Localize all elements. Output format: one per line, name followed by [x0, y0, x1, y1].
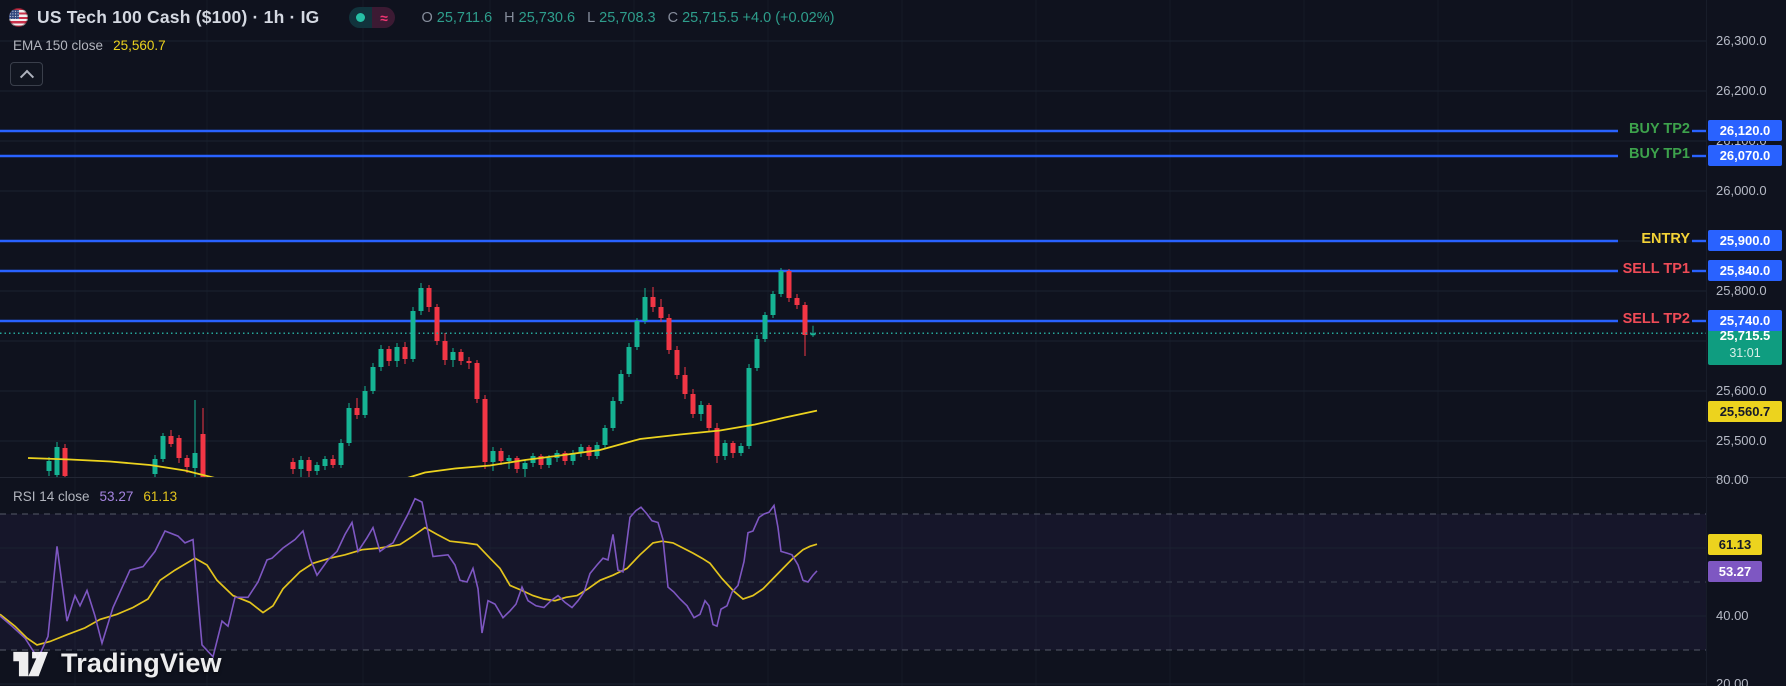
price-line-label-sell-tp2[interactable]: SELL TP2 — [1622, 311, 1690, 327]
us-flag-icon — [9, 8, 28, 27]
open-label: O — [421, 9, 433, 26]
open-value: 25,711.6 — [436, 9, 493, 26]
rsi-badge-value: 53.27 — [1718, 563, 1752, 579]
close-value: 25,715.5 — [682, 9, 739, 26]
change-value: +4.0 (+0.02%) — [742, 9, 835, 26]
ema-price-badge: 25,560.7 — [1708, 400, 1782, 422]
rsi-label: RSI 14 close — [13, 489, 90, 504]
status-approx-segment: ≈ — [372, 7, 396, 28]
market-open-dot-icon — [356, 13, 366, 22]
rsi-axis-label: 80.00 — [1716, 472, 1749, 487]
ema-label: EMA 150 close — [13, 38, 104, 53]
rsi-ma-value: 61.13 — [143, 489, 178, 504]
axis-separator — [1706, 0, 1707, 686]
price-axis-label: 25,800.0 — [1716, 283, 1767, 298]
tradingview-watermark: TradingView — [12, 648, 222, 679]
price-line-label-entry[interactable]: ENTRY — [1641, 231, 1690, 247]
ema-indicator-row[interactable]: EMA 150 close 25,560.7 — [13, 38, 166, 53]
high-label: H — [504, 9, 515, 26]
low-label: L — [587, 9, 596, 26]
ema-value: 25,560.7 — [113, 38, 166, 53]
rsi-ma-badge: 61.13 — [1708, 534, 1762, 556]
approx-icon: ≈ — [380, 9, 388, 26]
price-line-badge-buy-tp1: 26,070.0 — [1708, 145, 1782, 166]
price-axis-label: 26,200.0 — [1716, 83, 1767, 98]
price-axis-label: 26,300.0 — [1716, 33, 1767, 48]
price-line-badge-buy-tp2: 26,120.0 — [1708, 120, 1782, 141]
symbol-header: US Tech 100 Cash ($100) · 1h · IG ≈ O 25,… — [9, 7, 834, 28]
rsi-axis-label: 40.00 — [1716, 608, 1749, 623]
rsi-ma-badge-value: 61.13 — [1718, 537, 1752, 553]
symbol-title[interactable]: US Tech 100 Cash ($100) · 1h · IG — [37, 7, 320, 27]
rsi-value-badge: 53.27 — [1708, 560, 1762, 582]
low-value: 25,708.3 — [599, 9, 656, 26]
bar-countdown: 31:01 — [1729, 345, 1761, 360]
close-label: C — [667, 9, 679, 26]
current-price-value: 25,715.5 — [1719, 328, 1771, 344]
status-dot-segment — [349, 7, 373, 28]
price-line-label-buy-tp2[interactable]: BUY TP2 — [1629, 121, 1690, 137]
price-line-badge-entry: 25,900.0 — [1708, 230, 1782, 251]
price-axis-label: 26,000.0 — [1716, 183, 1767, 198]
rsi-indicator-row[interactable]: RSI 14 close 53.27 61.13 — [13, 489, 177, 504]
market-status-pill[interactable]: ≈ — [349, 7, 396, 28]
ohlc-row: O 25,711.6 H 25,730.6 L 25,708.3 C 25,715.5 … — [413, 10, 834, 26]
high-value: 25,730.6 — [518, 9, 576, 26]
ema-badge-value: 25,560.7 — [1719, 403, 1771, 419]
rsi-axis-label: 20.00 — [1716, 676, 1749, 686]
rsi-value: 53.27 — [99, 489, 134, 504]
price-line-label-buy-tp1[interactable]: BUY TP1 — [1629, 146, 1690, 162]
price-axis-label: 25,500.0 — [1716, 433, 1767, 448]
chevron-up-icon — [19, 69, 34, 84]
price-axis-label: 25,600.0 — [1716, 383, 1767, 398]
watermark-text: TradingView — [61, 648, 222, 678]
price-line-badge-sell-tp1: 25,840.0 — [1708, 260, 1782, 281]
tradingview-logo-icon — [13, 651, 48, 676]
collapse-indicators-button[interactable] — [10, 62, 43, 86]
price-line-badge-sell-tp2: 25,740.0 — [1708, 310, 1782, 331]
price-line-label-sell-tp1[interactable]: SELL TP1 — [1622, 261, 1690, 277]
